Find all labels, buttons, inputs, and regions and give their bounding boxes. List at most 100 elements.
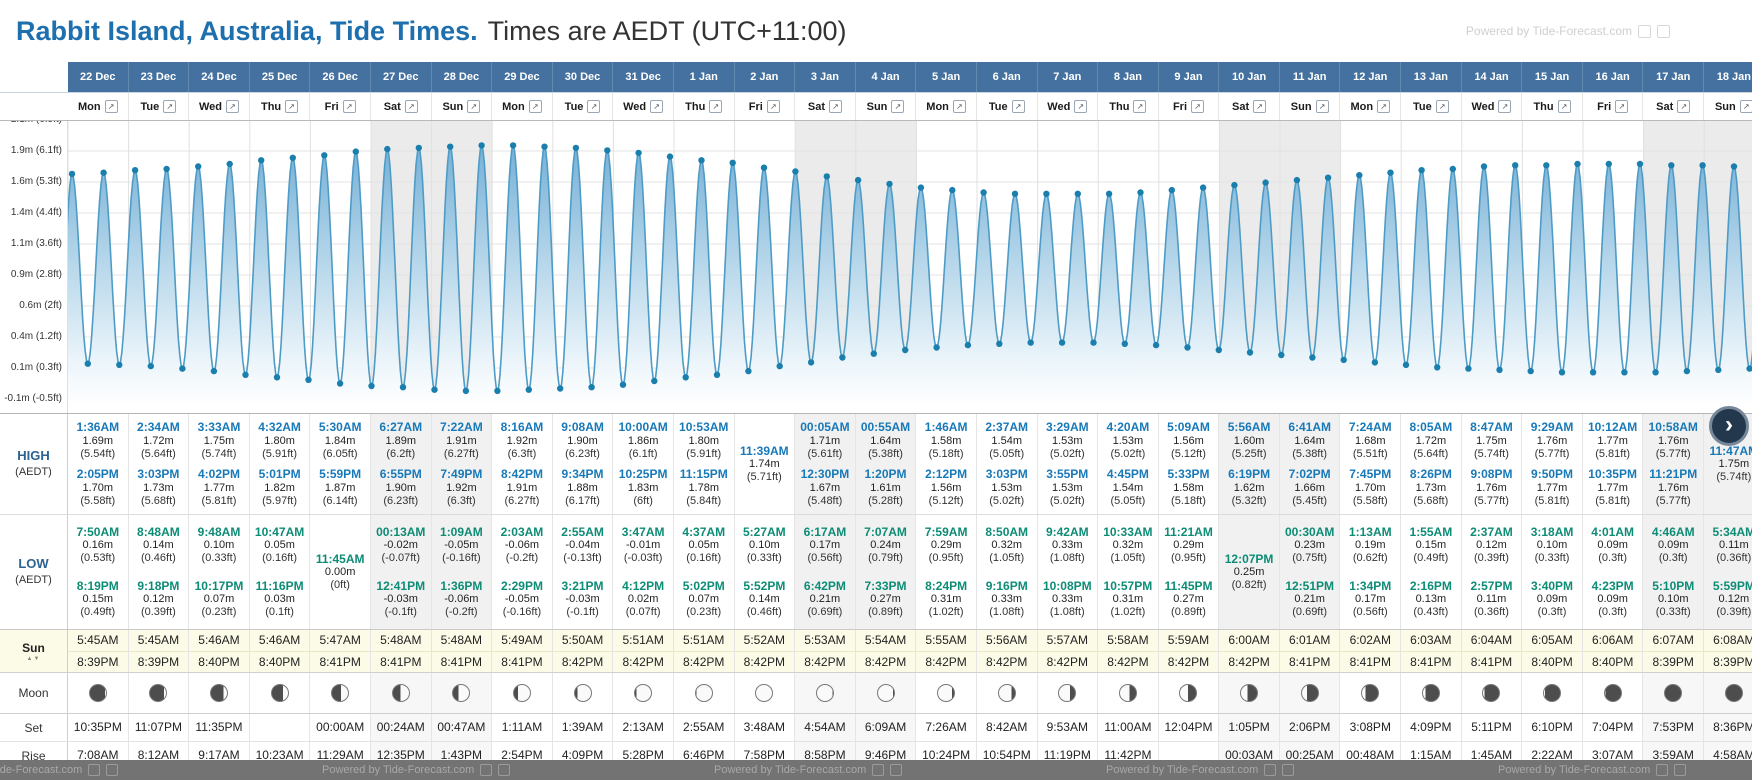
tide-height-m: 1.77m	[1536, 481, 1568, 494]
tide-height-ft: (0.56ft)	[807, 552, 843, 565]
tide-entry: 3:47AM -0.01m (-0.03ft)	[613, 525, 673, 566]
high-tide-cell: 9:29AM 1.76m (5.77ft) 9:50PM 1.77m (5.81ft)	[1522, 414, 1583, 514]
expand-day-icon[interactable]: ↗	[404, 100, 418, 113]
tide-time: 1:55AM	[1409, 524, 1453, 539]
expand-day-icon[interactable]: ↗	[1253, 100, 1267, 113]
weekday-label: Fri	[324, 100, 339, 113]
sun-cell: 5:49AM 8:41PM	[492, 630, 553, 672]
high-tide-cell: 8:16AM 1.92m (6.3ft) 8:42PM 1.91m (6.27ft)	[492, 414, 553, 514]
weekday-label: Thu	[260, 100, 282, 113]
expand-day-icon[interactable]: ↗	[587, 100, 601, 113]
date-cell: 23 Dec	[128, 62, 190, 92]
tide-height-m: 0.11m	[1476, 593, 1507, 605]
weekday-label: Fri	[1597, 100, 1612, 113]
weekday-cell: Fri ↗	[1158, 93, 1220, 120]
weekday-cell: Fri ↗	[310, 93, 371, 120]
tide-time: 11:15PM	[679, 467, 728, 482]
tide-entry: 7:45PM 1.70m (5.58ft)	[1340, 467, 1400, 508]
tide-time: 9:08AM	[561, 420, 604, 435]
moon-phase-icon	[1361, 684, 1380, 702]
tide-height-m: 0.09m	[1536, 593, 1568, 605]
expand-day-icon[interactable]: ↗	[1377, 100, 1391, 113]
tide-entry: 11:21PM 1.76m (5.77ft)	[1643, 467, 1703, 508]
expand-day-icon[interactable]: ↗	[1133, 100, 1147, 113]
expand-day-icon[interactable]: ↗	[285, 100, 299, 113]
weekday-label: Thu	[1109, 100, 1130, 113]
weekday-label: Tue	[564, 100, 584, 113]
tide-entry: 2:37AM 0.12m (0.39ft)	[1462, 525, 1522, 566]
expand-day-icon[interactable]: ↗	[528, 100, 542, 113]
tide-height-m: 1.53m	[1112, 434, 1144, 447]
tide-time: 10:33AM	[1103, 524, 1153, 539]
expand-day-icon[interactable]: ↗	[1011, 100, 1025, 113]
tide-time: 6:55PM	[379, 467, 422, 482]
set-label: Set	[24, 720, 43, 735]
tide-height-m: 1.58m	[930, 434, 962, 447]
moonset-time: 00:47AM	[431, 714, 493, 741]
expand-day-icon[interactable]: ↗	[1435, 100, 1449, 113]
chart-y-axis: 2.1m (6.9ft) 1.9m (6.1ft) 1.6m (5.3ft) 1.4m…	[0, 121, 68, 413]
expand-day-icon[interactable]: ↗	[1557, 100, 1571, 113]
tide-height-ft: (0.69ft)	[1292, 606, 1328, 619]
tide-time: 10:08PM	[1042, 578, 1092, 593]
moonset-time: 00:00AM	[310, 714, 371, 741]
tide-time: 10:17PM	[194, 578, 244, 593]
tide-entry: 11:45AM 0.00m (0ft)	[310, 552, 370, 593]
tide-entry: 5:10PM 0.10m (0.33ft)	[1643, 579, 1703, 620]
expand-day-icon[interactable]: ↗	[1615, 100, 1629, 113]
expand-day-icon[interactable]: ↗	[952, 100, 966, 113]
tide-entry: 8:26PM 1.73m (5.68ft)	[1401, 467, 1461, 508]
date-cell: 12 Jan	[1340, 62, 1402, 92]
expand-day-icon[interactable]: ↗	[766, 100, 780, 113]
expand-day-icon[interactable]: ↗	[891, 100, 905, 113]
low-label: LOW	[18, 556, 49, 572]
expand-day-icon[interactable]: ↗	[828, 100, 842, 113]
tide-entry: 8:48AM 0.14m (0.46ft)	[129, 525, 189, 566]
expand-day-icon[interactable]: ↗	[1191, 100, 1205, 113]
weekday-cell: Sat ↗	[1219, 93, 1280, 120]
tide-entry: 3:03PM 1.53m (5.02ft)	[977, 467, 1037, 508]
tide-time: 4:01AM	[1591, 524, 1634, 539]
expand-day-icon[interactable]: ↗	[104, 100, 118, 113]
tide-time: 6:19PM	[1228, 467, 1271, 482]
tide-height-m: 1.70m	[1354, 481, 1386, 494]
moonset-time: 11:35PM	[189, 714, 250, 741]
low-tide-cell: 2:37AM 0.12m (0.39ft) 2:57PM 0.11m (0.36ft)	[1461, 515, 1523, 629]
tide-height-m: 0.31m	[1112, 593, 1144, 605]
weekday-label: Tue	[1412, 100, 1432, 113]
tide-time: 8:19PM	[76, 578, 119, 593]
tide-entry: 2:57PM 0.11m (0.36ft)	[1462, 579, 1522, 620]
sun-cell: 6:06AM 8:40PM	[1582, 630, 1644, 672]
y-axis-label: 0.6m (2ft)	[19, 300, 62, 311]
watermark-icon	[872, 764, 885, 776]
weekday-cell: Sun ↗	[855, 93, 917, 120]
expand-day-icon[interactable]: ↗	[650, 100, 664, 113]
tide-time: 11:39AM	[739, 443, 789, 458]
expand-day-icon[interactable]: ↗	[226, 100, 239, 113]
moonset-time: 9:53AM	[1037, 714, 1099, 741]
expand-day-icon[interactable]: ↗	[342, 100, 356, 113]
sun-cell: 5:54AM 8:42PM	[855, 630, 917, 672]
tide-height-m: 1.70m	[82, 481, 114, 494]
sun-label: Sun	[22, 640, 45, 655]
expand-day-icon[interactable]: ↗	[1074, 100, 1088, 113]
sunset-time: 8:39PM	[77, 655, 119, 669]
tide-height-ft: (6.23ft)	[565, 447, 600, 460]
expand-day-icon[interactable]: ↗	[1315, 100, 1329, 113]
scroll-right-button[interactable]: ›	[1709, 406, 1749, 446]
tide-height-ft: (0.23ft)	[686, 606, 722, 619]
tide-height-m: 0.23m	[1294, 539, 1325, 551]
expand-day-icon[interactable]: ↗	[163, 100, 177, 113]
tide-height-ft: (0.33ft)	[1534, 552, 1570, 565]
expand-day-icon[interactable]: ↗	[1739, 100, 1752, 113]
expand-day-icon[interactable]: ↗	[709, 100, 723, 113]
expand-day-icon[interactable]: ↗	[1677, 100, 1691, 113]
weekday-label: Thu	[1533, 100, 1554, 113]
expand-day-icon[interactable]: ↗	[467, 100, 481, 113]
tide-height-ft: (5.05ft)	[989, 447, 1025, 460]
tide-entry: 10:12AM 1.77m (5.81ft)	[1583, 420, 1643, 461]
tide-height-m: 0.27m	[870, 593, 901, 605]
sun-rise-set-arrows-icon: ▲▼	[26, 655, 41, 662]
expand-day-icon[interactable]: ↗	[1498, 100, 1512, 113]
